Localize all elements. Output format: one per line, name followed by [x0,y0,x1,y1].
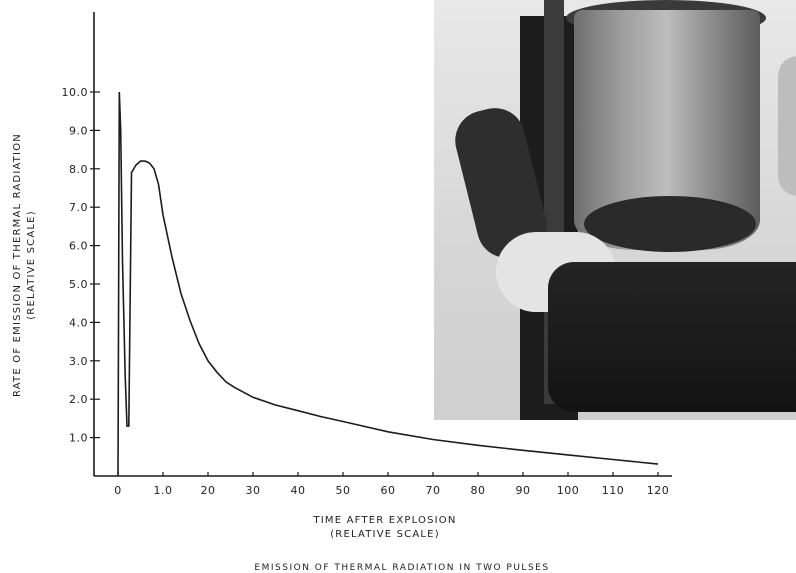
y-axis-sublabel: (RELATIVE SCALE) [26,210,37,320]
x-tick-label: 40 [291,484,306,497]
y-tick-label: 4.0 [69,316,88,329]
x-axis-sublabel: (RELATIVE SCALE) [330,529,440,540]
y-tick-label: 5.0 [69,278,88,291]
y-axis-label: RATE OF EMISSION OF THERMAL RADIATION [12,133,23,397]
y-axis-ticks: 1.0 2.0 3.0 4.0 5.0 6.0 7.0 8.0 9.0 10.0 [62,86,100,445]
x-tick-label: 30 [246,484,261,497]
y-tick-label: 6.0 [69,240,88,253]
x-tick-label: 0 [114,484,122,497]
x-tick-label: 50 [336,484,351,497]
photo-sleeve [548,262,796,412]
x-tick-label: 90 [516,484,531,497]
x-tick-label: 70 [426,484,441,497]
photo-face [778,56,796,196]
x-tick-label: 20 [201,484,216,497]
y-tick-label: 1.0 [69,432,88,445]
x-tick-label: 100 [557,484,580,497]
y-tick-label: 3.0 [69,355,88,368]
emission-curve [117,91,659,477]
photo-cylinder-opening [584,196,756,252]
x-tick-label: 120 [647,484,670,497]
y-tick-label: 8.0 [69,163,88,176]
x-tick-label: 110 [602,484,625,497]
figure-caption: EMISSION OF THERMAL RADIATION IN TWO PUL… [254,563,549,573]
x-axis-ticks: 0 1.0 20 30 40 50 60 70 80 90 100 110 120 [114,472,669,497]
y-tick-label: 10.0 [62,86,89,99]
x-axis-label: TIME AFTER EXPLOSION [312,515,456,526]
x-tick-label: 1.0 [154,484,173,497]
y-tick-label: 7.0 [69,201,88,214]
y-tick-label: 9.0 [69,124,88,137]
chart-axes [93,12,672,477]
y-tick-label: 2.0 [69,393,88,406]
x-tick-label: 60 [381,484,396,497]
x-tick-label: 80 [471,484,486,497]
